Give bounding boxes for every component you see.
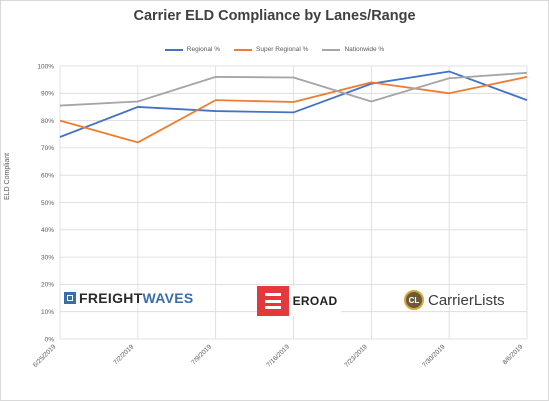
x-tick-label: 7/30/2019 xyxy=(421,343,447,369)
y-tick-label: 70% xyxy=(41,145,54,152)
legend-item: Nationwide % xyxy=(322,46,384,53)
chart-title: Carrier ELD Compliance by Lanes/Range xyxy=(133,8,416,24)
x-tick-label: 7/9/2019 xyxy=(190,343,213,366)
y-tick-label: 30% xyxy=(41,254,54,261)
legend-label: Regional % xyxy=(186,46,221,53)
carrierlists-logo: CL CarrierLists xyxy=(404,288,505,312)
series-line xyxy=(59,76,528,144)
freightwaves-logo: FREIGHTWAVES xyxy=(64,290,194,306)
freightwaves-icon xyxy=(64,292,76,304)
y-tick-label: 20% xyxy=(41,282,54,289)
legend-swatch xyxy=(234,48,253,51)
chart-legend: Regional % Super Regional % Nationwide % xyxy=(0,46,549,53)
y-tick-label: 10% xyxy=(41,309,54,316)
eroad-logo-text: EROAD xyxy=(289,286,341,316)
y-tick-label: 50% xyxy=(41,200,54,207)
freightwaves-logo-text-2: WAVES xyxy=(142,290,194,306)
x-tick-label: 7/2/2019 xyxy=(112,343,135,366)
x-tick-label: 7/23/2019 xyxy=(343,343,369,369)
series-line xyxy=(59,71,528,107)
eroad-icon xyxy=(257,286,289,316)
legend-swatch xyxy=(322,48,341,51)
y-tick-label: 100% xyxy=(37,63,54,70)
legend-label: Nationwide % xyxy=(344,46,385,53)
legend-item: Super Regional % xyxy=(234,46,308,53)
eroad-logo: EROAD xyxy=(257,286,341,316)
y-tick-label: 40% xyxy=(41,227,54,234)
legend-swatch xyxy=(164,48,183,51)
x-tick-label: 6/25/2019 xyxy=(32,343,58,369)
x-tick-label: 8/6/2019 xyxy=(502,343,525,366)
y-tick-label: 90% xyxy=(41,91,54,98)
y-tick-label: 0% xyxy=(45,336,55,343)
series-line xyxy=(59,70,528,138)
x-tick-label: 7/16/2019 xyxy=(266,343,292,369)
freightwaves-logo-text-1: FREIGHT xyxy=(79,290,143,306)
y-tick-label: 60% xyxy=(41,173,54,180)
carrierlists-badge-icon: CL xyxy=(404,290,424,310)
legend-label: Super Regional % xyxy=(256,46,309,53)
carrierlists-logo-text: CarrierLists xyxy=(428,291,505,309)
legend-item: Regional % xyxy=(164,46,221,53)
y-tick-label: 80% xyxy=(41,118,54,125)
